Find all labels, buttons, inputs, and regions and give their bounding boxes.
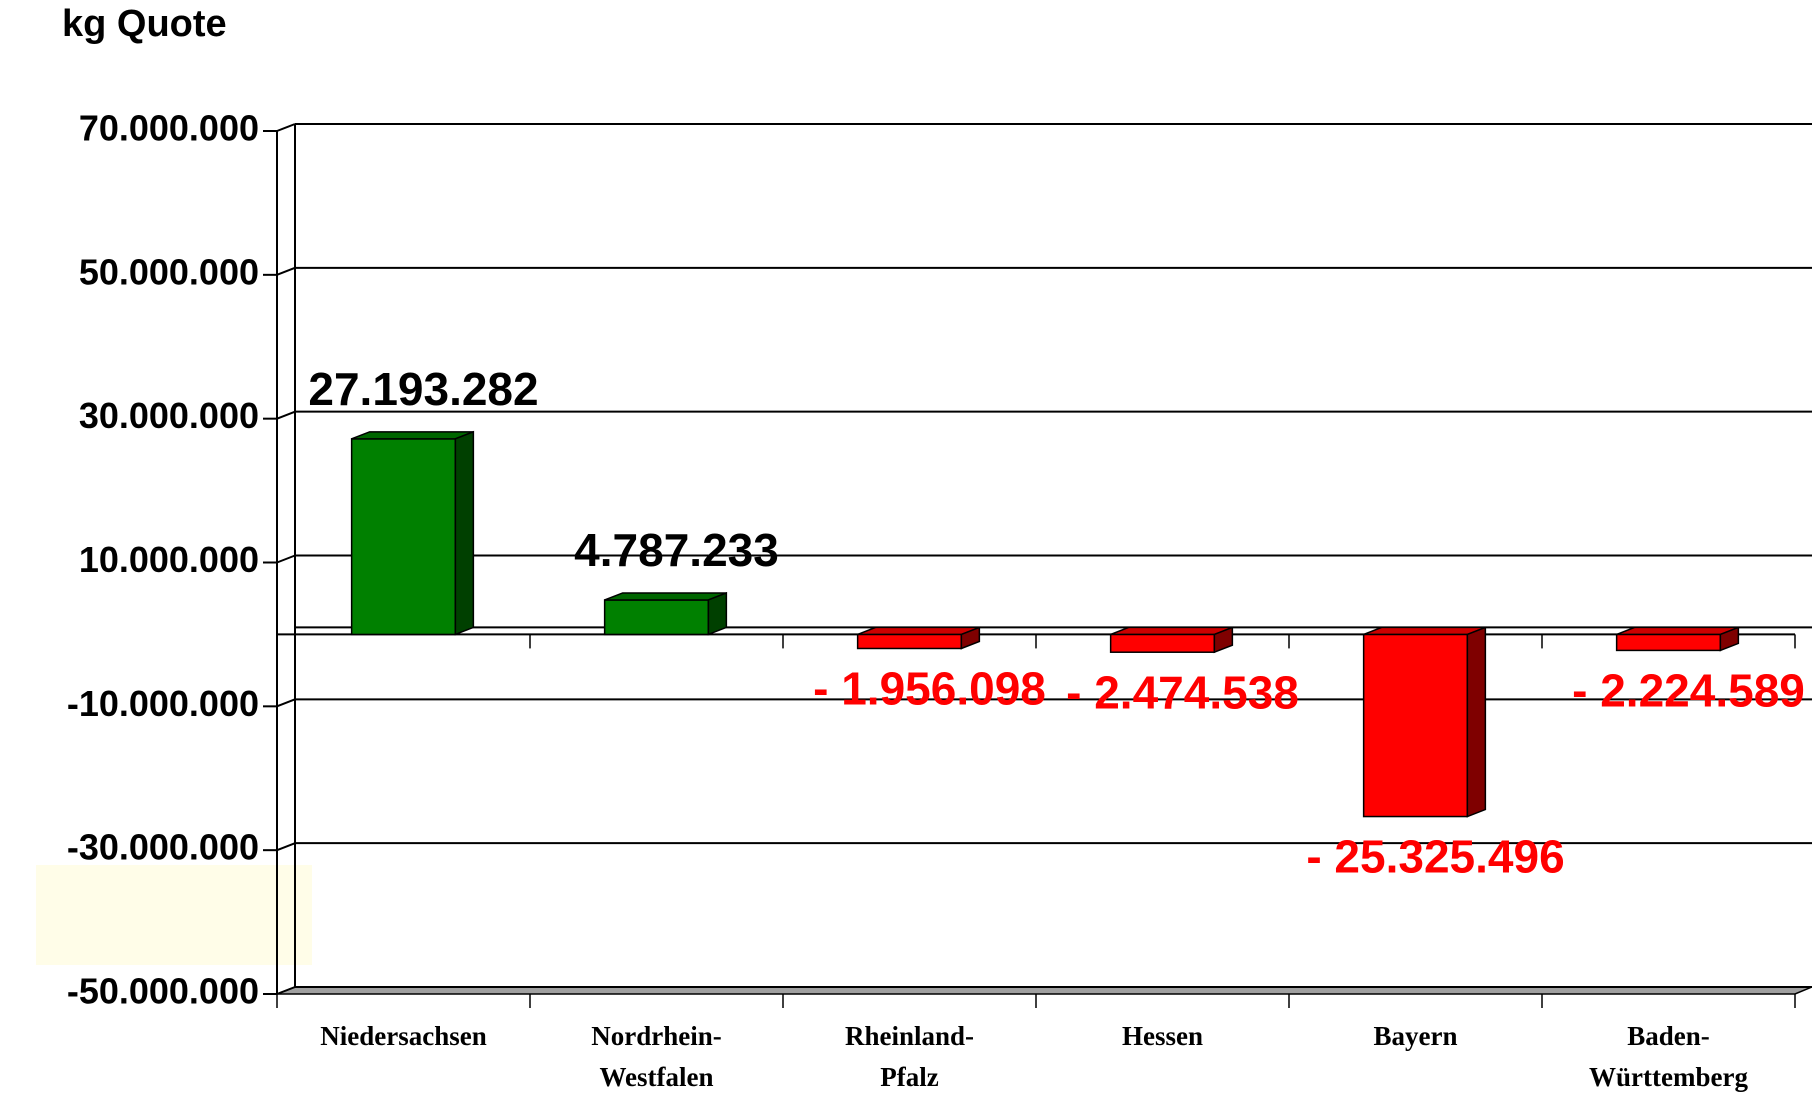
y-tick-label: 30.000.000 (79, 395, 259, 436)
x-tick-label: Baden-Württemberg (1589, 1021, 1748, 1092)
value-label: 27.193.282 (308, 363, 538, 415)
bar-top (1363, 626, 1486, 636)
x-tick-label: Nordrhein-Westfalen (591, 1021, 722, 1092)
bar-side (707, 591, 728, 636)
bar-side (1719, 626, 1740, 652)
grid-diag (276, 266, 296, 276)
bar (856, 633, 963, 650)
x-tick-label: Niedersachsen (320, 1021, 486, 1051)
grid-diag (276, 842, 296, 852)
y-tick-label: 50.000.000 (79, 251, 259, 292)
y-tick-label: 70.000.000 (79, 108, 259, 149)
bar-top (1616, 626, 1739, 636)
bar (1362, 633, 1469, 818)
bar-top (857, 626, 980, 636)
grid-diag (276, 986, 296, 995)
bar (1615, 633, 1722, 652)
value-label: 4.787.233 (574, 524, 779, 576)
x-tick-label: Rheinland-Pfalz (845, 1021, 974, 1092)
grid-diag (276, 554, 296, 564)
floor (276, 986, 1812, 995)
x-tick-label: Hessen (1122, 1021, 1203, 1051)
value-label: - 2.474.538 (1066, 666, 1299, 718)
chart-title: kg Quote (62, 3, 227, 45)
bar-top (1110, 626, 1233, 636)
x-tick-label: Bayern (1374, 1021, 1458, 1051)
grid-diag (276, 410, 296, 420)
bar (1109, 633, 1216, 653)
grid-diag (276, 123, 296, 132)
bar-side (454, 430, 475, 636)
bar-side (1466, 626, 1487, 818)
bar (603, 599, 710, 636)
value-label: - 2.224.589 (1572, 665, 1805, 717)
bar (350, 438, 457, 636)
bar-top (351, 431, 474, 440)
bar-top (604, 592, 727, 601)
grid-diag (276, 698, 296, 708)
y-tick-label: -30.000.000 (67, 827, 259, 868)
y-tick-label: 10.000.000 (79, 539, 259, 580)
highlight-box (36, 865, 312, 965)
bar-side (1213, 626, 1234, 654)
y-tick-label: -10.000.000 (67, 683, 259, 724)
bar-side (960, 626, 981, 650)
value-label: - 1.956.098 (813, 663, 1046, 715)
y-tick-label: -50.000.000 (67, 971, 259, 1012)
value-label: - 25.325.496 (1306, 831, 1564, 883)
